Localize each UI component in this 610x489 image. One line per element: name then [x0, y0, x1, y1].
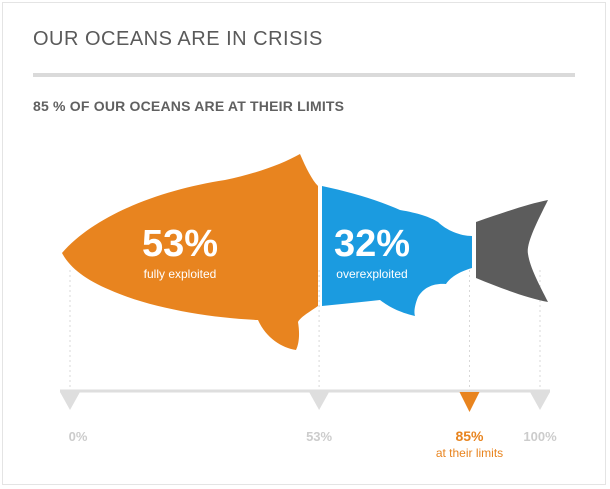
segment-remaining — [476, 200, 548, 302]
segment-value-label: 53% — [142, 223, 218, 265]
x-axis: 0% 53% 100% 85% at their limits — [60, 389, 557, 460]
segment-labels: 53% fully exploited 32% overexploited — [142, 223, 410, 281]
segment-sublabel: overexploited — [336, 267, 407, 281]
title-divider — [33, 73, 575, 77]
card-frame — [2, 2, 606, 485]
limit-marker-sublabel: at their limits — [436, 446, 503, 460]
chart-subtitle: 85 % OF OUR OCEANS ARE AT THEIR LIMITS — [33, 98, 345, 114]
tick-marker — [530, 392, 550, 410]
tick-label: 53% — [306, 429, 332, 444]
segment-value-label: 32% — [334, 223, 410, 265]
tick-marker — [60, 392, 80, 410]
limit-marker — [459, 392, 480, 412]
tick-label: 0% — [69, 429, 88, 444]
fish-shape — [62, 154, 548, 350]
segment-overexploited — [322, 186, 472, 316]
segment-sublabel: fully exploited — [144, 267, 217, 281]
tick-marker — [309, 392, 330, 410]
segment-fully-exploited — [62, 154, 318, 350]
guide-lines — [69, 270, 541, 392]
page-title: OUR OCEANS ARE IN CRISIS — [33, 28, 323, 50]
limit-marker-label: 85% — [455, 428, 484, 444]
tick-label: 100% — [523, 429, 557, 444]
